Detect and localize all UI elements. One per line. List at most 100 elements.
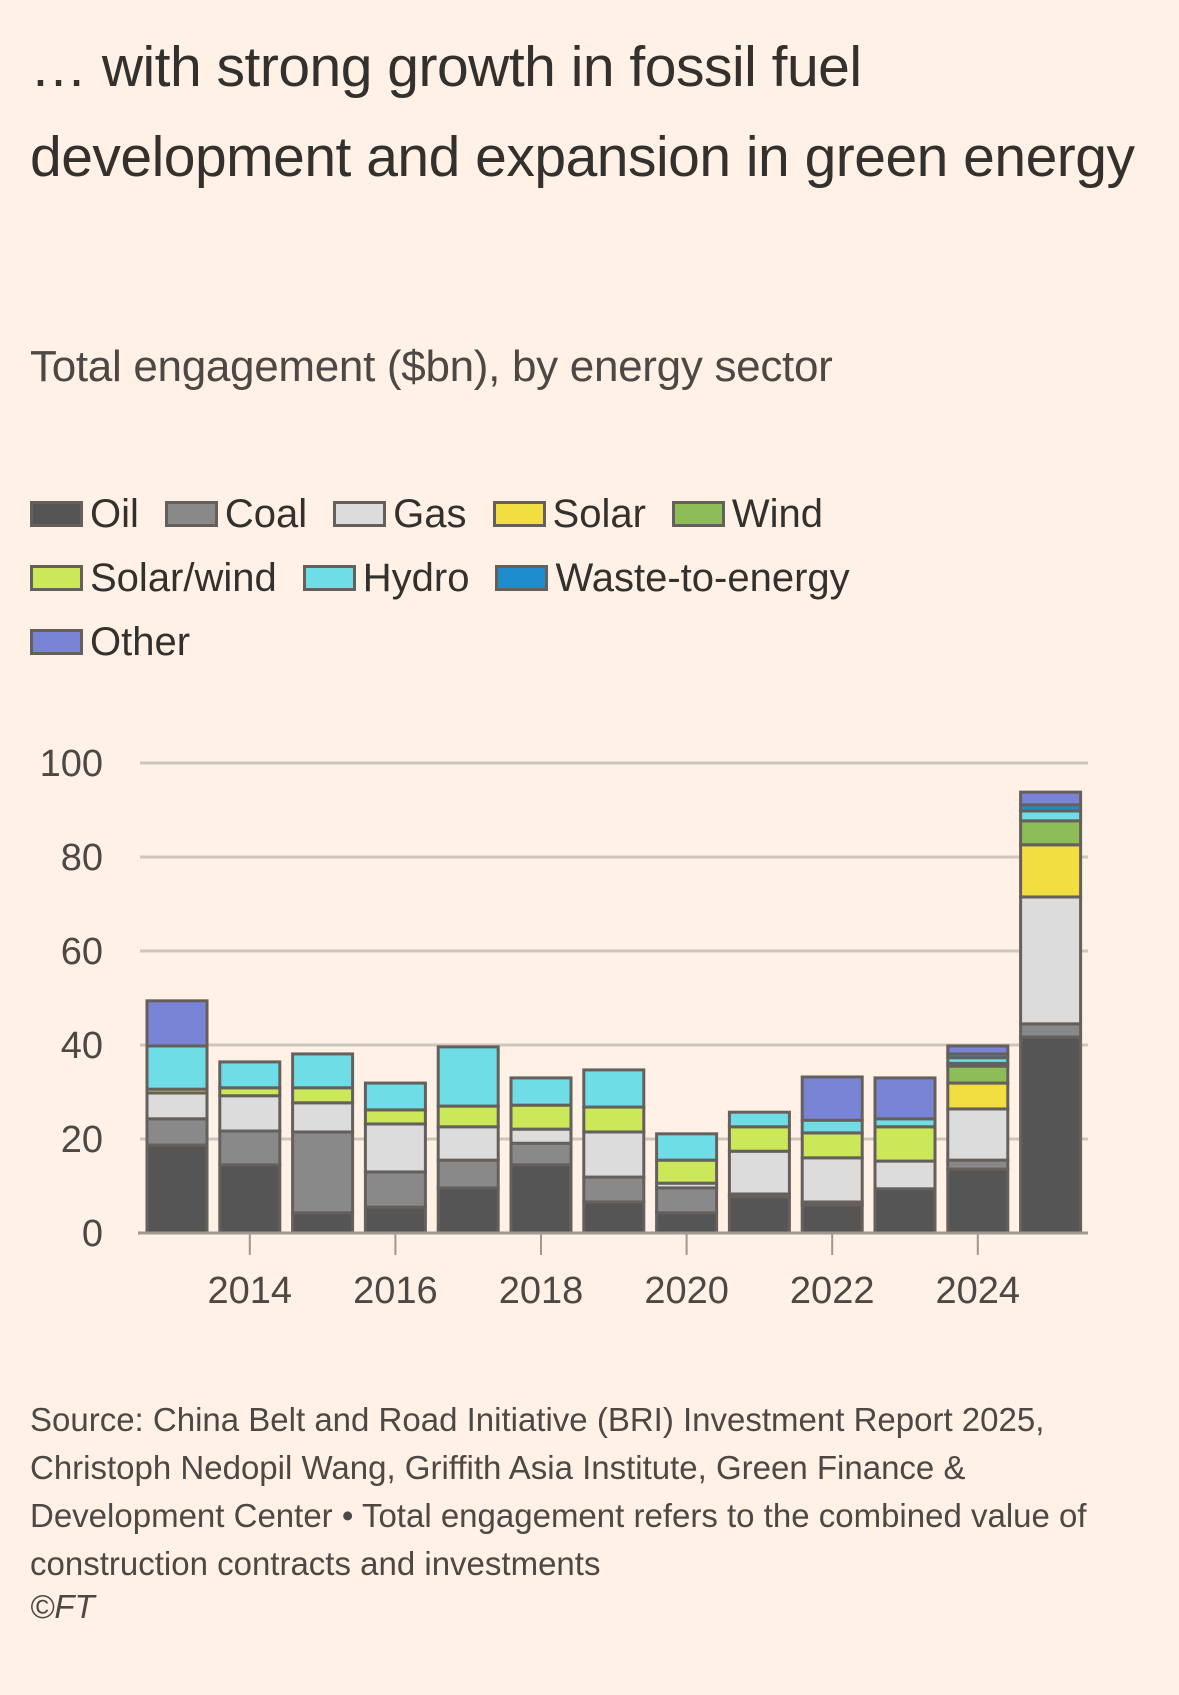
x-tick-label: 2022 bbox=[790, 1270, 875, 1312]
bar-segment-oil-2022 bbox=[800, 1203, 864, 1235]
bar-segment-coal-2014 bbox=[218, 1129, 282, 1167]
bars bbox=[145, 790, 1083, 1235]
bar-2019 bbox=[582, 1068, 646, 1235]
bar-segment-solar-wind-2018 bbox=[509, 1103, 573, 1131]
bar-segment-other-2013 bbox=[145, 999, 209, 1048]
x-axis: 2014 2016 2018 2020 2022 2024 bbox=[138, 1231, 1088, 1312]
legend-label: Wind bbox=[731, 491, 824, 536]
legend-label: Coal bbox=[224, 491, 308, 536]
bar-segment-hydro-2013 bbox=[145, 1044, 209, 1091]
bar-segment-hydro-2022 bbox=[800, 1118, 864, 1135]
bar-segment-hydro-2017 bbox=[436, 1045, 500, 1108]
x-tick-label: 2014 bbox=[208, 1270, 293, 1312]
source-note: Source: China Belt and Road Initiative (… bbox=[30, 1401, 1087, 1582]
bar-segment-coal-2013 bbox=[145, 1117, 209, 1147]
y-axis-ticks: 0 20 40 60 80 100 bbox=[40, 743, 103, 1255]
bar-segment-solar-wind-2022 bbox=[800, 1131, 864, 1160]
bar-segment-solar-2025 bbox=[1019, 843, 1083, 899]
bar-segment-coal-2017 bbox=[436, 1158, 500, 1190]
bar-segment-oil-2015 bbox=[291, 1211, 355, 1235]
bar-segment-gas-2014 bbox=[218, 1094, 282, 1133]
bar-segment-oil-2014 bbox=[218, 1163, 282, 1235]
bar-segment-hydro-2021 bbox=[727, 1110, 791, 1129]
bar-segment-other-2024 bbox=[946, 1044, 1010, 1056]
bar-segment-oil-2016 bbox=[363, 1205, 427, 1235]
chart-subtitle: Total engagement ($bn), by energy sector bbox=[30, 342, 833, 391]
bar-segment-coal-2018 bbox=[509, 1141, 573, 1167]
legend-item-oil: Oil bbox=[30, 488, 139, 540]
bar-2021 bbox=[727, 1110, 791, 1235]
bar-segment-gas-2018 bbox=[509, 1127, 573, 1145]
bar-segment-coal-2020 bbox=[655, 1186, 719, 1215]
legend-swatch-solar-wind bbox=[30, 565, 83, 591]
bar-segment-hydro-2014 bbox=[218, 1060, 282, 1090]
legend-swatch-oil bbox=[30, 501, 83, 527]
bar-segment-wind-2025 bbox=[1019, 819, 1083, 847]
x-tick-label: 2024 bbox=[936, 1270, 1021, 1312]
stacked-bar-chart: 0 20 40 60 80 100 2014 2016 2018 2020 2022 2024 bbox=[40, 743, 1088, 1312]
bar-segment-hydro-2016 bbox=[363, 1081, 427, 1112]
bar-segment-oil-2024 bbox=[946, 1167, 1010, 1235]
legend-item-waste-to-energy: Waste-to-energy bbox=[495, 552, 850, 604]
bar-segment-other-2025 bbox=[1019, 790, 1083, 807]
bar-segment-solar-wind-2019 bbox=[582, 1105, 646, 1134]
bar-segment-wind-2024 bbox=[946, 1064, 1010, 1085]
legend-label: Solar/wind bbox=[90, 555, 277, 600]
bar-segment-oil-2021 bbox=[727, 1195, 791, 1235]
bar-2023 bbox=[873, 1076, 937, 1235]
legend-swatch-solar bbox=[492, 501, 546, 527]
legend-item-gas: Gas bbox=[333, 488, 467, 540]
bar-2013 bbox=[145, 999, 209, 1235]
legend-label: Gas bbox=[393, 491, 467, 536]
bar-segment-gas-2024 bbox=[946, 1107, 1010, 1162]
legend-swatch-hydro bbox=[302, 565, 356, 591]
bar-segment-solar-wind-2017 bbox=[436, 1104, 500, 1129]
bar-2022 bbox=[800, 1075, 864, 1235]
chart-title: … with strong growth in fossil fuel deve… bbox=[30, 35, 1135, 189]
bar-segment-other-2022 bbox=[800, 1075, 864, 1122]
bar-segment-solar-wind-2015 bbox=[291, 1086, 355, 1105]
y-tick-label: 20 bbox=[61, 1119, 103, 1161]
legend-label: Oil bbox=[90, 491, 139, 536]
legend-item-solar: Solar bbox=[492, 488, 646, 540]
legend-swatch-coal bbox=[164, 501, 218, 527]
y-tick-label: 60 bbox=[61, 931, 103, 973]
bar-segment-hydro-2018 bbox=[509, 1076, 573, 1107]
legend-label: Hydro bbox=[362, 555, 470, 600]
bar-segment-gas-2013 bbox=[145, 1091, 209, 1121]
bar-segment-hydro-2020 bbox=[655, 1132, 719, 1162]
legend-swatch-wind bbox=[671, 501, 725, 527]
x-tick-label: 2018 bbox=[499, 1270, 584, 1312]
bar-segment-coal-2016 bbox=[363, 1170, 427, 1209]
bar-segment-oil-2017 bbox=[436, 1186, 500, 1235]
bar-segment-gas-2021 bbox=[727, 1149, 791, 1196]
bar-segment-oil-2020 bbox=[655, 1211, 719, 1235]
legend: Oil Coal Gas Solar Wind Solar/wind Hydro… bbox=[30, 488, 1130, 668]
legend-item-hydro: Hydro bbox=[302, 552, 470, 604]
bar-2014 bbox=[218, 1060, 282, 1235]
x-tick-label: 2016 bbox=[353, 1270, 438, 1312]
legend-item-wind: Wind bbox=[671, 488, 824, 540]
legend-item-other: Other bbox=[30, 616, 190, 668]
legend-swatch-waste-to-energy bbox=[495, 565, 549, 591]
bar-segment-gas-2019 bbox=[582, 1130, 646, 1179]
bar-segment-solar-wind-2016 bbox=[363, 1108, 427, 1126]
bar-2024 bbox=[946, 1044, 1010, 1235]
bar-segment-hydro-2015 bbox=[291, 1052, 355, 1090]
bar-segment-oil-2019 bbox=[582, 1200, 646, 1235]
bar-2025 bbox=[1019, 790, 1083, 1235]
legend-item-solar-wind: Solar/wind bbox=[30, 552, 277, 604]
bar-2015 bbox=[291, 1052, 355, 1235]
legend-swatch-gas bbox=[333, 501, 387, 527]
bar-segment-oil-2023 bbox=[873, 1187, 937, 1235]
bar-segment-coal-2019 bbox=[582, 1175, 646, 1204]
bar-segment-solar-wind-2021 bbox=[727, 1125, 791, 1153]
bar-segment-hydro-2019 bbox=[582, 1068, 646, 1109]
x-tick-label: 2020 bbox=[644, 1270, 729, 1312]
bar-2016 bbox=[363, 1081, 427, 1235]
legend-label: Waste-to-energy bbox=[555, 555, 850, 600]
bar-segment-solar-wind-2023 bbox=[873, 1125, 937, 1163]
y-tick-label: 100 bbox=[40, 743, 103, 785]
bar-segment-gas-2022 bbox=[800, 1156, 864, 1204]
bar-segment-oil-2025 bbox=[1019, 1035, 1083, 1235]
